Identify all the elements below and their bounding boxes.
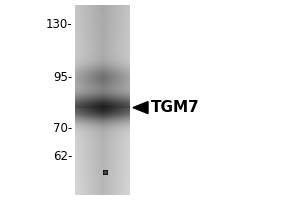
Text: TGM7: TGM7 [151, 100, 200, 115]
Text: 70-: 70- [53, 122, 72, 135]
Text: 62-: 62- [52, 150, 72, 164]
Polygon shape [133, 102, 148, 114]
Text: 95-: 95- [53, 71, 72, 84]
Text: 130-: 130- [45, 18, 72, 30]
